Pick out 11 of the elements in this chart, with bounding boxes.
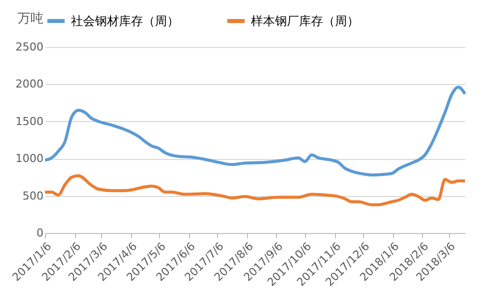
line-series bbox=[44, 174, 466, 206]
y-tick-label: 500 bbox=[22, 189, 44, 202]
y-axis-title: 万吨 bbox=[18, 12, 44, 26]
legend-label: 样本钢厂库存（周） bbox=[251, 14, 359, 28]
y-tick-label: 1500 bbox=[16, 114, 44, 128]
y-tick-label: 2000 bbox=[16, 78, 44, 91]
y-tick-label: 0 bbox=[36, 226, 44, 240]
line-series bbox=[44, 86, 466, 176]
y-tick-label: 1000 bbox=[16, 152, 44, 166]
y-tick-label: 2500 bbox=[16, 40, 44, 54]
legend-label: 社会钢材库存（周） bbox=[71, 14, 179, 28]
